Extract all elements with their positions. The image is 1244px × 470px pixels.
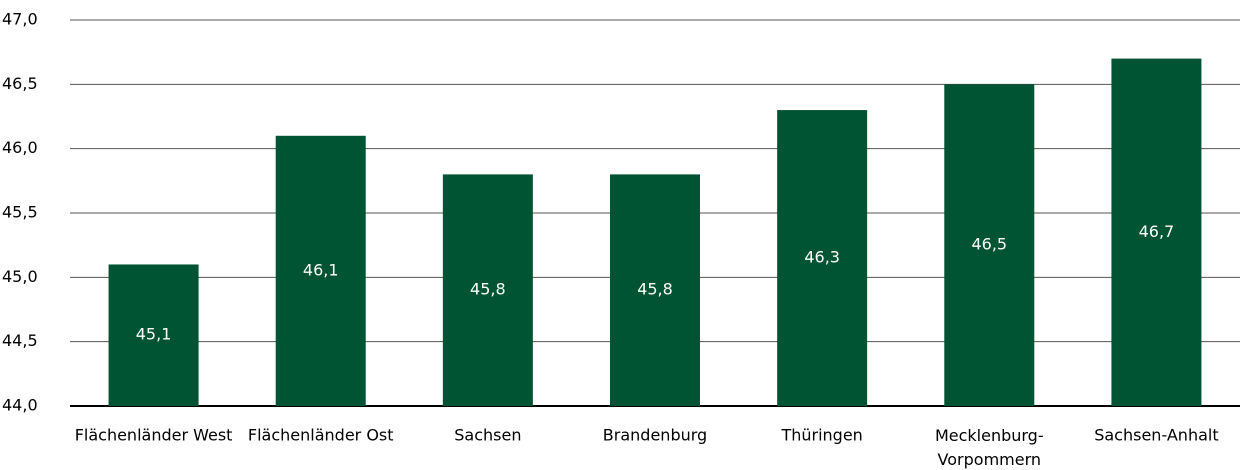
y-tick-label: 45,5	[2, 203, 38, 222]
x-tick-label: Mecklenburg-Vorpommern	[935, 426, 1044, 469]
x-tick-label: Sachsen	[454, 426, 521, 445]
value-label: 45,8	[637, 280, 673, 299]
y-tick-label: 45,0	[2, 267, 38, 286]
value-label: 45,8	[470, 280, 506, 299]
y-tick-label: 44,0	[2, 396, 38, 415]
bar	[442, 174, 533, 406]
x-tick-label: Thüringen	[780, 426, 862, 445]
x-tick-label: Flächenländer Ost	[248, 426, 394, 445]
value-label: 46,1	[303, 260, 339, 279]
x-tick-label: Brandenburg	[603, 426, 707, 445]
bar	[610, 174, 700, 406]
bar	[275, 135, 366, 407]
value-label: 46,3	[804, 248, 840, 267]
y-tick-label: 46,0	[2, 138, 38, 157]
bar	[108, 264, 199, 406]
y-tick-label: 44,5	[2, 331, 38, 350]
x-tick-label: Flächenländer West	[75, 426, 233, 445]
value-label: 46,7	[1139, 222, 1175, 241]
y-tick-label: 47,0	[2, 10, 38, 29]
x-tick-label: Sachsen-Anhalt	[1094, 426, 1218, 445]
bar	[777, 110, 868, 407]
y-tick-label: 46,5	[2, 74, 38, 93]
value-label: 46,5	[971, 235, 1007, 254]
bar	[1111, 58, 1202, 406]
value-label: 45,1	[136, 325, 172, 344]
bar	[944, 84, 1035, 406]
